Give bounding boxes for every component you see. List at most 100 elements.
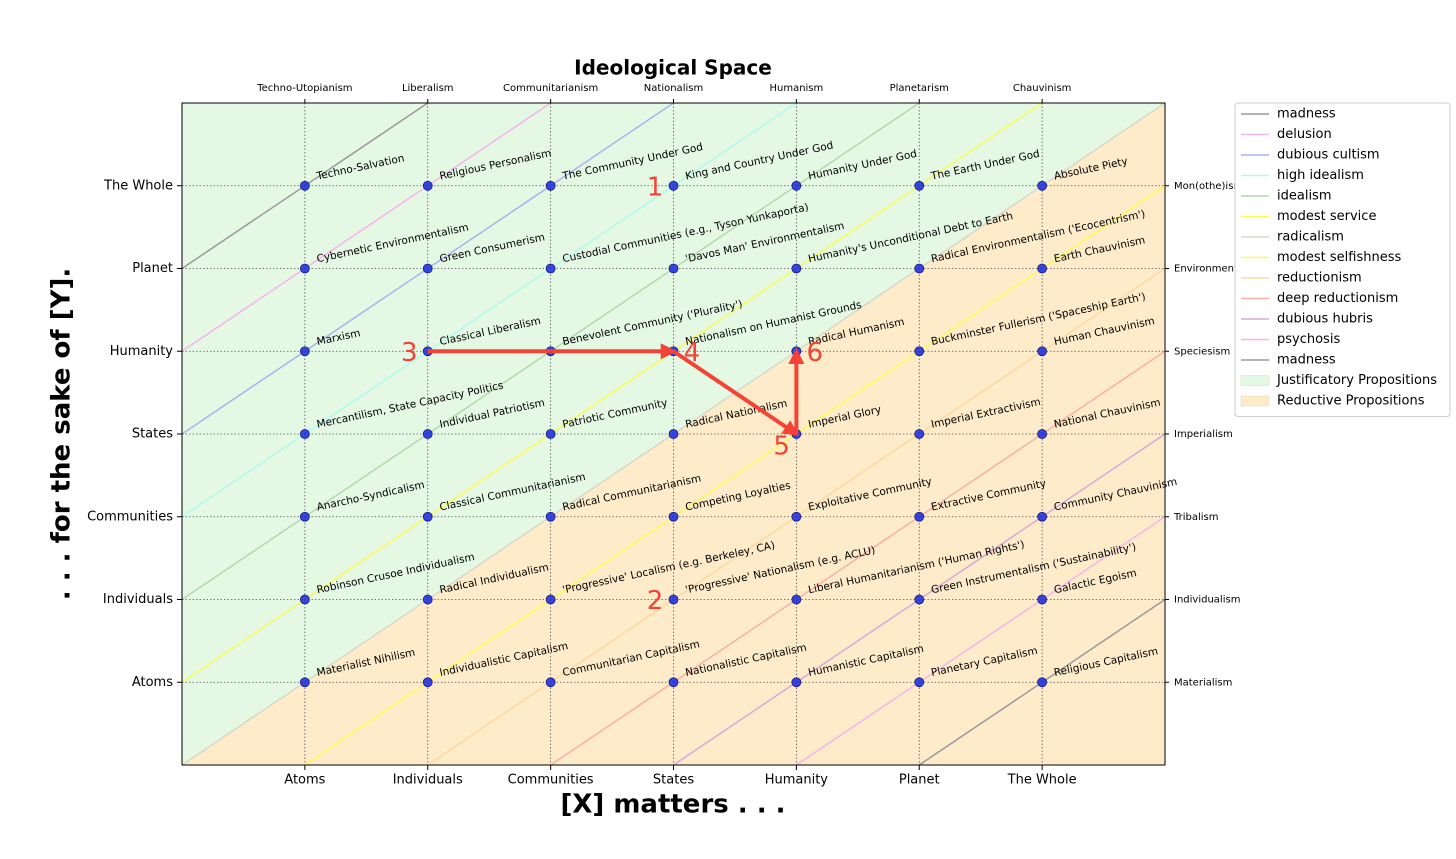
point: [1037, 346, 1048, 357]
point: [545, 677, 556, 688]
diagonal-line: [304, 185, 1165, 765]
y-tick-label: Individuals: [103, 592, 173, 607]
point: [1037, 263, 1048, 274]
point: [545, 594, 556, 605]
point: [299, 263, 310, 274]
x2-tick-label: Planetarism: [890, 83, 949, 94]
point: [1037, 180, 1048, 191]
diagonal-line: [182, 103, 1043, 683]
x-tick-label: Atoms: [284, 773, 325, 788]
point: [791, 594, 802, 605]
legend-label: deep reductionism: [1277, 291, 1398, 306]
point: [422, 677, 433, 688]
y-tick-label: Communities: [87, 509, 173, 524]
point: [668, 429, 679, 439]
legend-label: Reductive Propositions: [1277, 394, 1425, 409]
x2-tick-label: Nationalism: [644, 83, 703, 94]
point: [914, 594, 925, 605]
point: [545, 263, 556, 274]
point: [299, 677, 310, 688]
point: [791, 677, 802, 688]
x2-tick-label: Chauvinism: [1013, 83, 1072, 94]
x-tick-label: The Whole: [1007, 773, 1077, 788]
x-tick-label: Individuals: [393, 773, 463, 788]
point: [914, 180, 925, 191]
point: [545, 429, 556, 439]
legend-label: radicalism: [1277, 230, 1344, 245]
chart-title: Ideological Space: [574, 56, 772, 80]
point: [791, 511, 802, 522]
x2-tick-label: Liberalism: [402, 83, 454, 94]
legend-label: psychosis: [1277, 332, 1340, 347]
legend-label: high idealism: [1277, 168, 1364, 183]
point: [914, 429, 925, 439]
point: [545, 511, 556, 522]
point: [914, 263, 925, 274]
point: [668, 511, 679, 522]
y2-tick-label: Tribalism: [1173, 512, 1219, 523]
point: [1037, 677, 1048, 688]
legend-label: dubious hubris: [1277, 312, 1373, 327]
y2-tick-label: Mon(othe)ism: [1174, 181, 1243, 192]
y2-tick-label: Environmentalism: [1174, 264, 1265, 275]
y2-tick-label: Imperialism: [1174, 429, 1233, 440]
y-tick-label: Humanity: [110, 344, 174, 359]
x-axis-title: [X] matters . . .: [560, 790, 785, 820]
legend-label: modest selfishness: [1277, 250, 1401, 265]
diagonal-line: [795, 516, 1165, 765]
x-tick-label: States: [653, 773, 694, 788]
legend-label: reductionism: [1277, 271, 1362, 286]
y-tick-label: States: [132, 427, 173, 442]
x2-tick-label: Communitarianism: [503, 83, 598, 94]
point: [791, 263, 802, 274]
x-tick-label: Humanity: [765, 773, 829, 788]
y2-tick-label: Materialism: [1174, 677, 1232, 688]
diagonal-line: [182, 103, 797, 518]
legend-label: Justificatory Propositions: [1276, 373, 1437, 388]
annotation: 1: [647, 172, 664, 202]
legend-swatch: [1240, 395, 1270, 407]
point: [1037, 594, 1048, 605]
y-tick-label: Planet: [132, 261, 173, 276]
point: [668, 677, 679, 688]
legend-label: madness: [1277, 107, 1336, 122]
point: [422, 180, 433, 191]
point: [1037, 429, 1048, 439]
y-axis-title: . . . for the sake of [Y].: [47, 268, 77, 600]
point: [914, 677, 925, 688]
point: [422, 594, 433, 605]
point: [1037, 511, 1048, 522]
point: [299, 346, 310, 357]
legend-box: [1234, 102, 1451, 417]
point: [299, 429, 310, 439]
point: [914, 346, 925, 357]
legend-label: idealism: [1277, 189, 1332, 204]
point: [299, 511, 310, 522]
diagonal-line: [182, 103, 552, 352]
y-tick-label: The Whole: [103, 178, 173, 193]
annotation: 3: [401, 338, 418, 368]
x2-tick-label: Humanism: [769, 83, 823, 94]
y-tick-label: Atoms: [132, 675, 173, 690]
point: [299, 594, 310, 605]
point: [668, 263, 679, 274]
annotation: 6: [807, 338, 824, 368]
arrow: [672, 349, 800, 436]
x2-tick-label: Techno-Utopianism: [256, 83, 352, 94]
point: [914, 511, 925, 522]
point: [422, 429, 433, 439]
y2-tick-label: Speciesism: [1174, 346, 1230, 357]
point: [668, 594, 679, 605]
annotation: 4: [684, 338, 701, 368]
legend-label: delusion: [1277, 127, 1332, 142]
annotation: 2: [647, 586, 664, 616]
legend-label: dubious cultism: [1277, 148, 1380, 163]
point: [299, 180, 310, 191]
legend-label: madness: [1277, 353, 1336, 368]
legend-swatch: [1240, 375, 1270, 386]
annotation: 5: [773, 431, 790, 461]
plot-frame: [181, 102, 1166, 766]
x-tick-label: Planet: [899, 773, 940, 788]
point: [545, 180, 556, 191]
